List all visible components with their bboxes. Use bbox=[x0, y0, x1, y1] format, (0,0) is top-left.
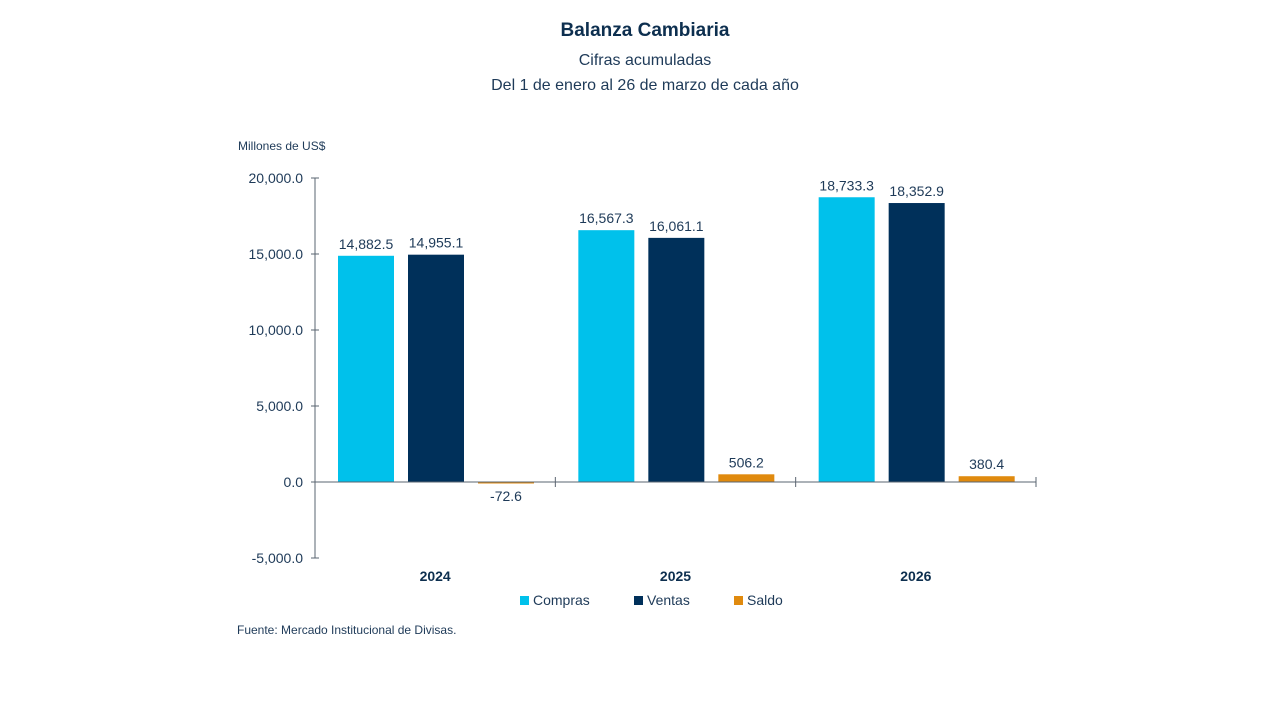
y-tick-label: 20,000.0 bbox=[249, 170, 304, 186]
data-label: 16,061.1 bbox=[649, 218, 704, 234]
y-tick-label: 5,000.0 bbox=[256, 398, 303, 414]
bar-compras-2024 bbox=[338, 255, 394, 482]
x-tick-label: 2024 bbox=[420, 568, 451, 584]
data-label: 18,733.3 bbox=[819, 177, 874, 193]
data-label: 380.4 bbox=[969, 456, 1004, 472]
bar-compras-2025 bbox=[578, 230, 635, 482]
bar-saldo-2024 bbox=[478, 482, 534, 484]
legend-item-saldo: Saldo bbox=[734, 592, 783, 608]
bar-ventas-2026 bbox=[888, 203, 945, 482]
y-tick-label: -5,000.0 bbox=[252, 550, 304, 566]
bar-compras-2026 bbox=[818, 197, 875, 482]
legend-swatch-saldo bbox=[734, 595, 743, 605]
chart-title: Balanza Cambiaria bbox=[560, 20, 730, 41]
data-label: 506.2 bbox=[729, 454, 764, 470]
x-tick-label: 2026 bbox=[900, 568, 931, 584]
y-tick-label: 15,000.0 bbox=[249, 246, 304, 262]
data-label: 14,882.5 bbox=[339, 236, 394, 252]
x-tick-label: 2025 bbox=[660, 568, 691, 584]
bar-ventas-2024 bbox=[408, 254, 464, 482]
data-label: -72.6 bbox=[490, 488, 522, 504]
legend-label-saldo: Saldo bbox=[747, 592, 783, 608]
legend-swatch-ventas bbox=[634, 595, 643, 605]
data-label: 16,567.3 bbox=[579, 210, 634, 226]
legend-label-compras: Compras bbox=[533, 592, 590, 608]
bar-ventas-2025 bbox=[648, 237, 705, 482]
y-tick-label: 0.0 bbox=[284, 474, 304, 490]
legend-item-compras: Compras bbox=[520, 592, 590, 608]
legend: Compras Ventas Saldo bbox=[0, 592, 1280, 612]
source-note: Fuente: Mercado Institucional de Divisas… bbox=[237, 623, 457, 637]
chart-subtitle-2: Del 1 de enero al 26 de marzo de cada añ… bbox=[491, 77, 799, 94]
bar-saldo-2025 bbox=[718, 474, 775, 482]
y-axis-label: Millones de US$ bbox=[238, 139, 326, 153]
y-tick-label: 10,000.0 bbox=[249, 322, 304, 338]
legend-item-ventas: Ventas bbox=[634, 592, 690, 608]
data-label: 14,955.1 bbox=[409, 235, 464, 251]
legend-label-ventas: Ventas bbox=[647, 592, 690, 608]
bar-saldo-2026 bbox=[958, 476, 1015, 482]
data-label: 18,352.9 bbox=[889, 183, 944, 199]
legend-swatch-compras bbox=[520, 595, 529, 605]
chart-subtitle-1: Cifras acumuladas bbox=[578, 52, 712, 69]
